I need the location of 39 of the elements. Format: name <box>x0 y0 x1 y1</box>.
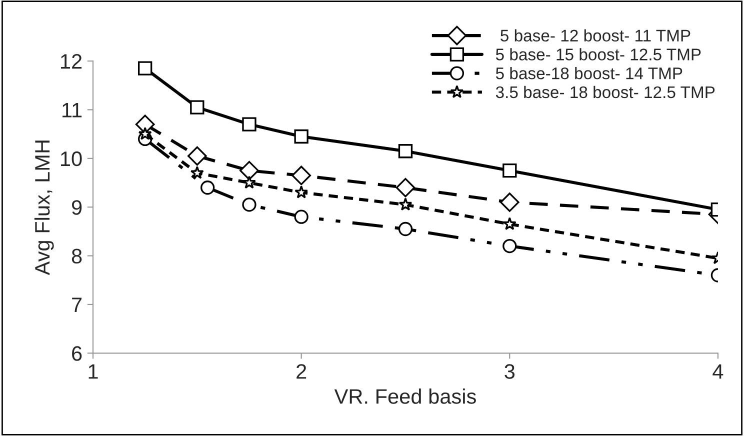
point <box>502 217 516 230</box>
point <box>500 192 520 212</box>
point <box>138 126 152 140</box>
x-axis-title: VR. Feed basis <box>334 388 476 404</box>
y-axis-title: Avg Flux, LMH <box>34 140 54 276</box>
point <box>240 160 259 180</box>
point <box>396 178 416 198</box>
point <box>502 164 517 178</box>
point <box>138 61 152 76</box>
point <box>294 185 308 198</box>
point <box>190 166 204 179</box>
point <box>502 238 517 254</box>
x-tick-label: 3 <box>504 364 515 379</box>
point <box>398 222 413 236</box>
x-tick-label: 2 <box>296 364 306 379</box>
point <box>242 176 256 189</box>
legend-label: 5 base- 12 boost- 11 TMP <box>500 29 690 42</box>
x-tick-label: 1 <box>88 364 98 379</box>
point <box>292 166 311 186</box>
point <box>398 144 413 158</box>
point <box>294 129 308 144</box>
y-tick-label: 10 <box>61 151 82 166</box>
x-tick-label: 4 <box>712 364 724 379</box>
legend-label: 3.5 base- 18 boost- 12.5 TMP <box>496 86 715 98</box>
point <box>294 210 308 224</box>
legend-label: 5 base- 15 boost- 12.5 TMP <box>496 48 701 60</box>
legend-label: 5 base-18 boost- 14 TMP <box>496 67 682 80</box>
y-tick-label: 6 <box>72 346 82 361</box>
y-tick-label: 8 <box>72 248 82 264</box>
point <box>398 198 412 211</box>
point <box>190 100 204 114</box>
y-tick-label: 11 <box>62 102 82 118</box>
point <box>187 146 207 166</box>
point <box>242 117 256 132</box>
y-tick-label: 12 <box>61 54 82 69</box>
y-tick-label: 7 <box>72 298 82 312</box>
point <box>200 180 215 195</box>
point <box>242 198 256 212</box>
y-tick-label: 9 <box>72 200 82 215</box>
